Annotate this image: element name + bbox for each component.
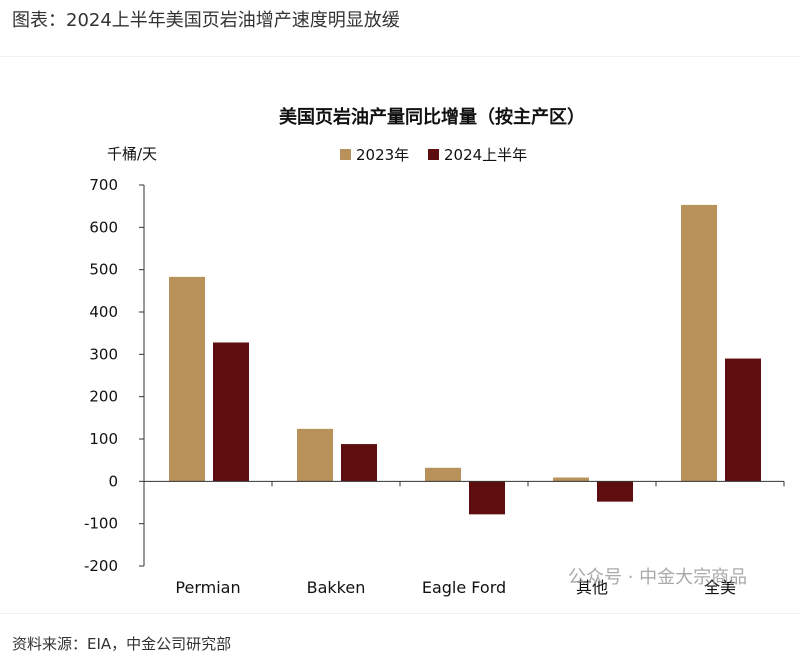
bar-chart: 美国页岩油产量同比增量（按主产区） 千桶/天 2023年 2024上半年 -20… [84, 106, 785, 597]
watermark: 公众号 · 中金大宗商品 [568, 567, 747, 588]
legend: 2023年 2024上半年 [340, 146, 527, 164]
bar-2023-4 [681, 204, 717, 482]
x-category-label: Bakken [307, 578, 366, 597]
y-tick-label: 0 [108, 472, 118, 490]
y-tick-label: 100 [89, 430, 118, 448]
y-tick-label: 400 [89, 303, 118, 321]
chart-panel: 美国页岩油产量同比增量（按主产区） 千桶/天 2023年 2024上半年 -20… [0, 56, 800, 614]
bar-2023-0 [169, 276, 205, 482]
figure-header: 图表：2024上半年美国页岩油增产速度明显放缓 [12, 10, 400, 31]
y-axis-unit-label: 千桶/天 [107, 145, 157, 163]
bar-2023-1 [297, 428, 333, 482]
y-tick-label: 700 [89, 176, 118, 194]
bar-2023-3 [553, 477, 589, 482]
source-note: 资料来源：EIA，中金公司研究部 [12, 635, 232, 653]
x-category-label: 全美 [704, 578, 736, 597]
legend-swatch-2023 [340, 149, 351, 160]
legend-label-2024h1: 2024上半年 [444, 146, 527, 164]
legend-swatch-2024h1 [428, 149, 439, 160]
bar-2024h1-2 [469, 481, 505, 515]
x-category-label: 其他 [576, 578, 608, 597]
y-tick-label: -200 [84, 557, 118, 575]
x-category-label: Permian [175, 578, 240, 597]
y-tick-label: 200 [89, 388, 118, 406]
bar-2024h1-4 [725, 358, 761, 482]
bar-2024h1-0 [213, 342, 249, 482]
y-tick-label: -100 [84, 515, 118, 533]
chart-title: 美国页岩油产量同比增量（按主产区） [279, 106, 585, 128]
y-tick-label: 300 [89, 345, 118, 363]
x-category-label: Eagle Ford [422, 578, 506, 597]
bar-2023-2 [425, 467, 461, 482]
y-tick-label: 600 [89, 218, 118, 236]
y-tick-label: 500 [89, 261, 118, 279]
bar-2024h1-1 [341, 444, 377, 482]
plot-area: -200 -100 0 100 200 300 400 500 600 700 Permian Bak… [84, 176, 785, 597]
legend-label-2023: 2023年 [356, 146, 409, 164]
bar-2024h1-3 [597, 481, 633, 502]
